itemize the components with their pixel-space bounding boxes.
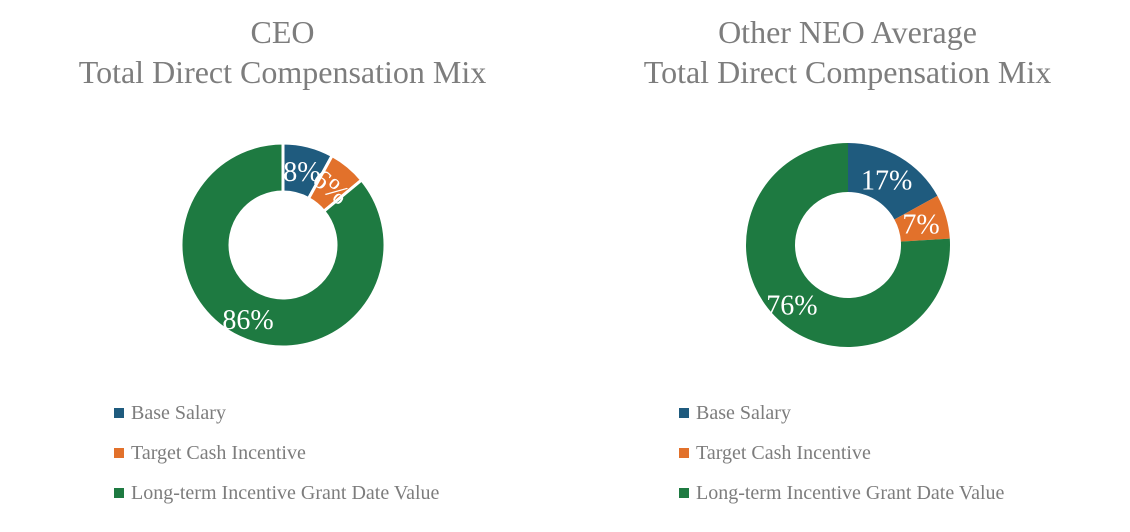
legend-label-target-cash-incentive: Target Cash Incentive xyxy=(131,441,306,464)
other-neo-chart-panel: Other NEO Average Total Direct Compensat… xyxy=(565,0,1130,532)
slice-label-long-term-incentive-grant-date-value: 76% xyxy=(766,291,817,322)
ceo-chart-title: CEO Total Direct Compensation Mix xyxy=(0,12,565,92)
slice-label-base-salary: 17% xyxy=(861,165,912,196)
slice-base-salary xyxy=(847,143,937,220)
slice-label-target-cash-incentive: 7% xyxy=(902,210,939,241)
other-neo-donut-chart: 17% 7% 76% xyxy=(745,143,950,347)
legend-item-long-term-incentive: Long-term Incentive Grant Date Value xyxy=(679,482,1004,504)
legend-label-base-salary: Base Salary xyxy=(696,401,791,424)
ceo-title-line-2: Total Direct Compensation Mix xyxy=(78,54,487,90)
legend-swatch-base-salary xyxy=(114,408,124,418)
legend-swatch-long-term-incentive xyxy=(679,488,689,498)
legend-swatch-target-cash-incentive xyxy=(679,448,689,458)
other-neo-title-line-2: Total Direct Compensation Mix xyxy=(643,54,1052,90)
ceo-chart-panel: CEO Total Direct Compensation Mix 8% 6% 86… xyxy=(0,12,565,522)
other-neo-legend: Base Salary Target Cash Incentive Long-t… xyxy=(679,402,1004,522)
ceo-donut-chart: 8%6%86% xyxy=(179,141,386,349)
legend-label-base-salary: Base Salary xyxy=(131,401,226,424)
ceo-legend: Base Salary Target Cash Incentive Long-t… xyxy=(114,402,439,522)
legend-item-base-salary: Base Salary xyxy=(114,402,439,424)
legend-item-base-salary: Base Salary xyxy=(679,402,1004,424)
legend-label-long-term-incentive: Long-term Incentive Grant Date Value xyxy=(131,481,440,504)
legend-label-target-cash-incentive: Target Cash Incentive xyxy=(696,441,871,464)
legend-item-target-cash-incentive: Target Cash Incentive xyxy=(114,442,439,464)
other-neo-title-line-1: Other NEO Average xyxy=(718,14,977,50)
legend-swatch-long-term-incentive xyxy=(114,488,124,498)
slice-label-long-term-incentive-grant-date-value: 86% xyxy=(222,305,273,336)
legend-item-long-term-incentive: Long-term Incentive Grant Date Value xyxy=(114,482,439,504)
legend-item-target-cash-incentive: Target Cash Incentive xyxy=(679,442,1004,464)
other-neo-chart-title: Other NEO Average Total Direct Compensat… xyxy=(565,12,1130,92)
slice-target-cash-incentive xyxy=(893,195,950,242)
slice-long-term-incentive-grant-date-value xyxy=(745,143,950,347)
legend-swatch-target-cash-incentive xyxy=(114,448,124,458)
ceo-title-line-1: CEO xyxy=(250,14,315,50)
legend-swatch-base-salary xyxy=(679,408,689,418)
legend-label-long-term-incentive: Long-term Incentive Grant Date Value xyxy=(696,481,1005,504)
slice-label-base-salary: 8% xyxy=(283,157,320,188)
slice-long-term-incentive-grant-date-value xyxy=(179,141,386,349)
